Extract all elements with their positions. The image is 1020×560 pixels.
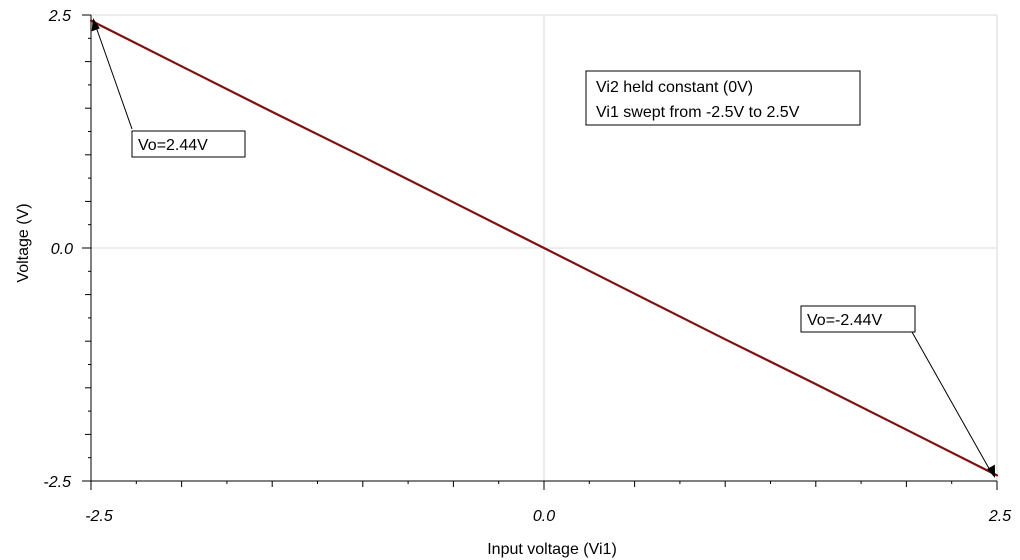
- x-axis-title: Input voltage (Vi1): [487, 541, 617, 558]
- info-annotation-line-1: Vi2 held constant (0V): [596, 79, 753, 96]
- y-tick-label-bottom: -2.5: [43, 474, 71, 491]
- x-tick-label-right: 2.5: [988, 508, 1011, 525]
- x-tick-label-left: -2.5: [85, 508, 113, 525]
- left-annotation-arrow-line: [94, 23, 133, 130]
- series-line: [89, 19, 999, 477]
- y-tick-label-top: 2.5: [48, 8, 71, 25]
- left-annotation-box: [131, 130, 246, 158]
- right-annotation-box: [800, 305, 916, 333]
- right-annotation-arrowhead: [987, 464, 995, 478]
- right-point-annotation: Vo=-2.44V: [800, 305, 995, 478]
- right-annotation-arrow-line: [911, 331, 992, 473]
- info-annotation: Vi2 held constant (0V) Vi1 swept from -2…: [585, 70, 861, 126]
- x-tick-label-center: 0.0: [533, 508, 555, 525]
- info-annotation-box: [585, 70, 861, 126]
- info-annotation-line-2: Vi1 swept from -2.5V to 2.5V: [596, 104, 800, 121]
- axis-ticks: [82, 14, 998, 490]
- right-annotation-label: Vo=-2.44V: [807, 312, 883, 329]
- y-axis-title: Voltage (V): [15, 203, 32, 282]
- left-annotation-arrowhead: [91, 18, 100, 32]
- left-point-annotation: Vo=2.44V: [91, 18, 246, 158]
- y-tick-label-middle: 0.0: [51, 241, 73, 258]
- left-annotation-label: Vo=2.44V: [138, 137, 208, 154]
